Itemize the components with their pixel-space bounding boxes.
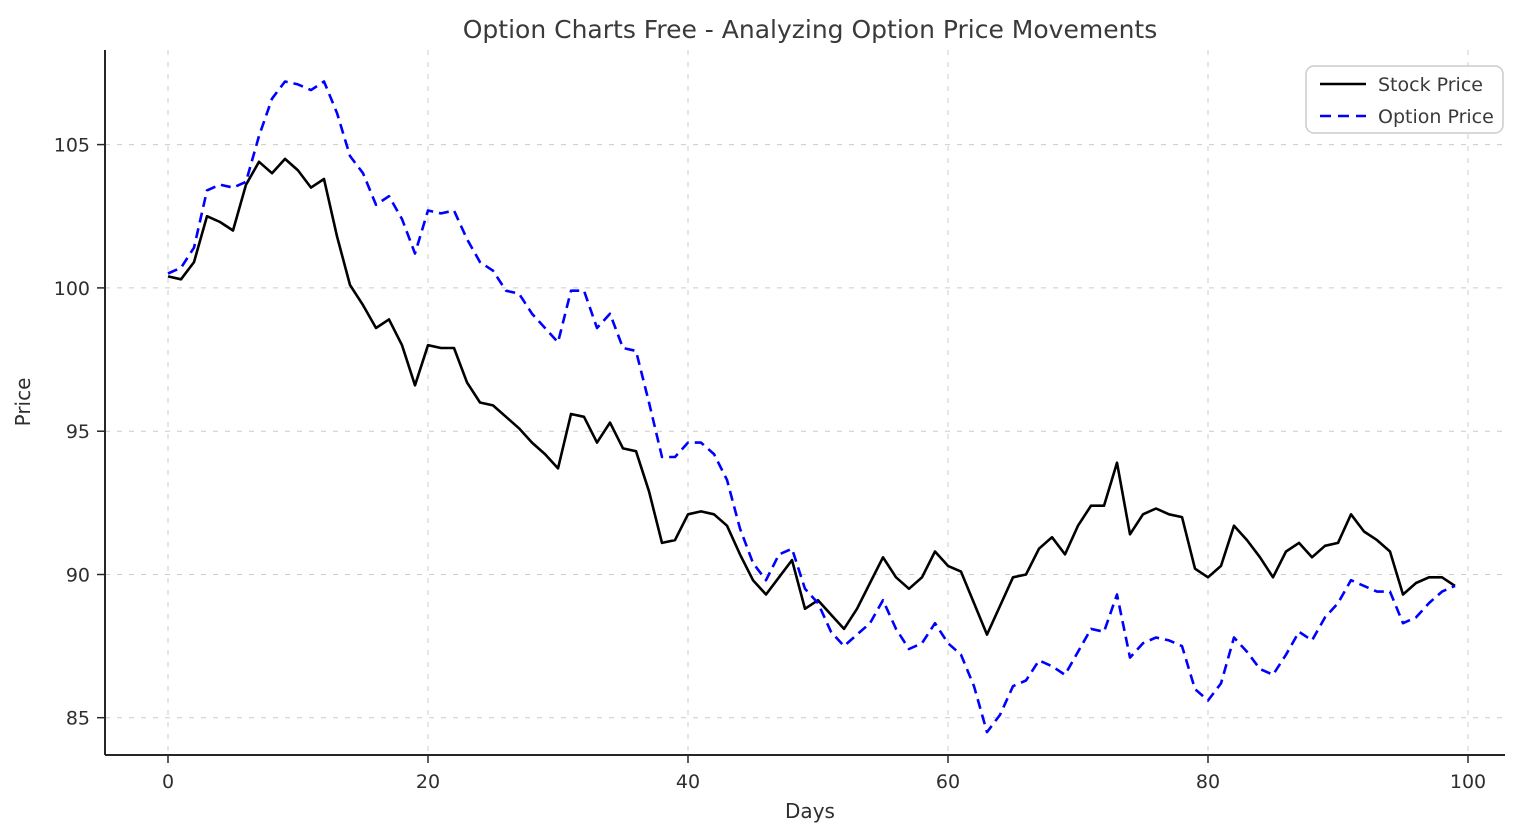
legend: Stock Price Option Price — [1305, 65, 1504, 134]
y-tick-label: 100 — [54, 278, 90, 300]
y-axis-label: Price — [11, 378, 35, 427]
x-tick-label: 20 — [416, 771, 440, 793]
axes-spines — [104, 50, 1505, 756]
option-price-line — [167, 80, 1456, 734]
x-tick-label: 100 — [1450, 771, 1486, 793]
stock-price-line — [167, 157, 1456, 636]
x-axis-label: Days — [785, 799, 835, 823]
legend-item-stock-price: Stock Price — [1320, 74, 1483, 96]
legend-stock-price-label: Stock Price — [1378, 74, 1483, 96]
gridlines — [105, 50, 1505, 755]
chart-title: Option Charts Free - Analyzing Option Pr… — [463, 15, 1158, 44]
legend-option-price-label: Option Price — [1378, 106, 1494, 128]
y-tick-label: 105 — [54, 135, 90, 157]
x-tick-label: 60 — [936, 771, 960, 793]
y-tick-label: 90 — [66, 565, 90, 587]
x-tick-label: 0 — [162, 771, 174, 793]
axis-ticks: 0 20 40 60 80 100 85 90 95 100 105 — [54, 135, 1486, 793]
y-tick-label: 85 — [66, 708, 90, 730]
legend-item-option-price: Option Price — [1320, 106, 1494, 128]
x-tick-label: 40 — [676, 771, 700, 793]
x-tick-label: 80 — [1196, 771, 1220, 793]
series-group — [167, 80, 1456, 734]
y-tick-label: 95 — [66, 421, 90, 443]
